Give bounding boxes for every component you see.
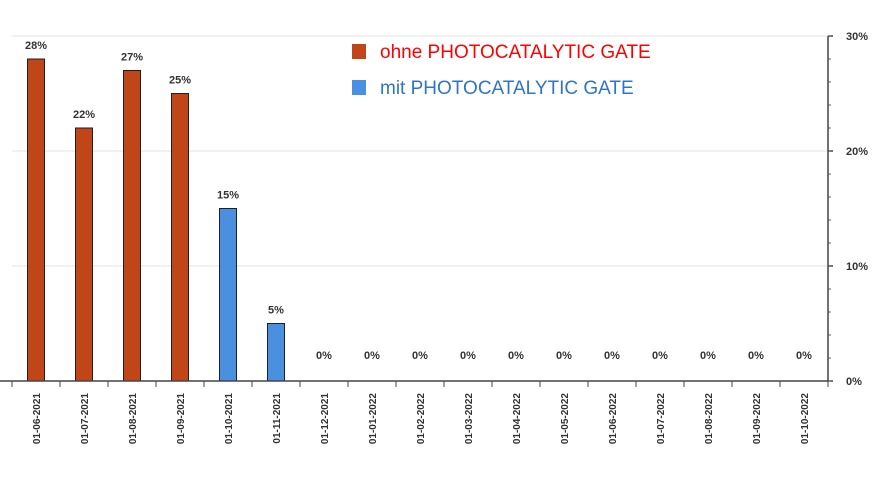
y-tick-label: 20%: [846, 146, 868, 158]
x-tick-label-01-01-2022: 01-01-2022: [368, 393, 379, 445]
bar-01-11-2021: [267, 323, 285, 382]
x-tick-label-01-08-2021: 01-08-2021: [128, 393, 139, 445]
data-label-01-08-2022: 0%: [700, 350, 716, 362]
data-label-01-09-2022: 0%: [748, 350, 764, 362]
x-tick-label-01-06-2021: 01-06-2021: [32, 393, 43, 445]
x-tick-label-01-12-2021: 01-12-2021: [320, 393, 331, 445]
x-tick-label-01-08-2022: 01-08-2022: [704, 393, 715, 445]
data-label-01-06-2022: 0%: [604, 350, 620, 362]
bar-01-09-2021: [171, 93, 189, 382]
data-label-01-07-2022: 0%: [652, 350, 668, 362]
y-tick-label: 0%: [846, 376, 862, 388]
legend-label-mit: mit PHOTOCATALYTIC GATE: [380, 78, 634, 99]
data-label-01-11-2021: 5%: [268, 305, 284, 317]
x-tick-label-01-05-2022: 01-05-2022: [560, 393, 571, 445]
data-label-01-12-2021: 0%: [316, 350, 332, 362]
x-tick-label-01-09-2021: 01-09-2021: [176, 393, 187, 445]
data-label-01-10-2021: 15%: [217, 190, 239, 202]
data-labels: 28% 22% 27% 25% 15% 5% 0% 0% 0% 0% 0% 0% 0% 0% 0% 0% 0%: [25, 40, 812, 362]
x-tick-label-01-10-2021: 01-10-2021: [224, 393, 235, 445]
data-label-01-01-2022: 0%: [364, 350, 380, 362]
data-label-01-07-2021: 22%: [73, 109, 95, 121]
bars: [27, 58, 285, 382]
data-label-01-06-2021: 28%: [25, 40, 47, 52]
bar-01-10-2021: [219, 208, 237, 382]
x-tick-label-01-03-2022: 01-03-2022: [464, 393, 475, 445]
bar-01-07-2021: [75, 127, 93, 382]
y-tick-label: 30%: [846, 31, 868, 43]
legend-swatch-mit: [352, 80, 366, 95]
x-tick-label-01-07-2022: 01-07-2022: [656, 393, 667, 445]
data-label-01-02-2022: 0%: [412, 350, 428, 362]
bar-01-06-2021: [27, 58, 45, 382]
x-tick-label-01-02-2022: 01-02-2022: [416, 393, 427, 445]
x-tick-label-01-10-2022: 01-10-2022: [800, 393, 811, 445]
gridlines: [12, 35, 828, 267]
x-tick-label-01-09-2022: 01-09-2022: [752, 393, 763, 445]
legend: ohne PHOTOCATALYTIC GATE mit PHOTOCATALY…: [352, 42, 651, 99]
x-tick-label-01-04-2022: 01-04-2022: [512, 393, 523, 445]
legend-label-ohne: ohne PHOTOCATALYTIC GATE: [380, 42, 651, 63]
data-label-01-05-2022: 0%: [556, 350, 572, 362]
bar-01-08-2021: [123, 70, 141, 382]
legend-swatch-ohne: [352, 44, 366, 59]
data-label-01-09-2021: 25%: [169, 75, 191, 87]
x-tick-label-01-06-2022: 01-06-2022: [608, 393, 619, 445]
x-tick-label-01-07-2021: 01-07-2021: [80, 393, 91, 445]
x-tick-label-01-11-2021: 01-11-2021: [272, 393, 283, 444]
data-label-01-10-2022: 0%: [796, 350, 812, 362]
data-label-01-08-2021: 27%: [121, 52, 143, 64]
axes: 0% 10% 20% 30% 01-06-2021 01-07-2021 01-08-202…: [0, 31, 868, 444]
data-label-01-03-2022: 0%: [460, 350, 476, 362]
y-tick-label: 10%: [846, 261, 868, 273]
data-label-01-04-2022: 0%: [508, 350, 524, 362]
